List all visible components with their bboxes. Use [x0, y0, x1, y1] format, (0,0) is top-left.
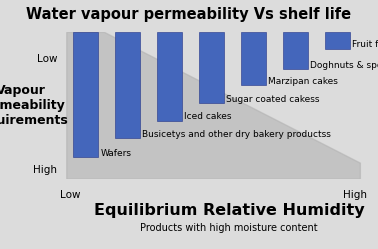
Polygon shape	[67, 32, 360, 179]
Text: Marzipan cakes: Marzipan cakes	[268, 77, 338, 86]
Text: High: High	[343, 189, 367, 199]
Text: Sugar coated cakess: Sugar coated cakess	[226, 95, 320, 104]
Bar	[325, 32, 350, 49]
Bar	[241, 32, 266, 85]
Text: Water vapour permeability Vs shelf life: Water vapour permeability Vs shelf life	[26, 7, 352, 22]
Text: Equilibrium Relative Humidity: Equilibrium Relative Humidity	[94, 203, 364, 218]
Text: Iced cakes: Iced cakes	[184, 112, 232, 121]
Text: Low: Low	[37, 54, 57, 64]
Bar	[157, 32, 182, 121]
Text: Fruit filled sponges: Fruit filled sponges	[352, 40, 378, 49]
Text: Low: Low	[60, 189, 81, 199]
Text: High: High	[33, 166, 57, 176]
Bar	[199, 32, 224, 103]
Bar	[73, 32, 98, 157]
Text: Busicetys and other dry bakery productss: Busicetys and other dry bakery productss	[142, 130, 331, 139]
Text: Wafers: Wafers	[100, 149, 131, 158]
Text: Products with high moisture content: Products with high moisture content	[140, 223, 318, 233]
Bar	[115, 32, 140, 138]
Text: Vapour
permeability
requirements: Vapour permeability requirements	[0, 84, 68, 127]
Bar	[283, 32, 308, 69]
Text: Doghnuts & sponges: Doghnuts & sponges	[310, 61, 378, 70]
